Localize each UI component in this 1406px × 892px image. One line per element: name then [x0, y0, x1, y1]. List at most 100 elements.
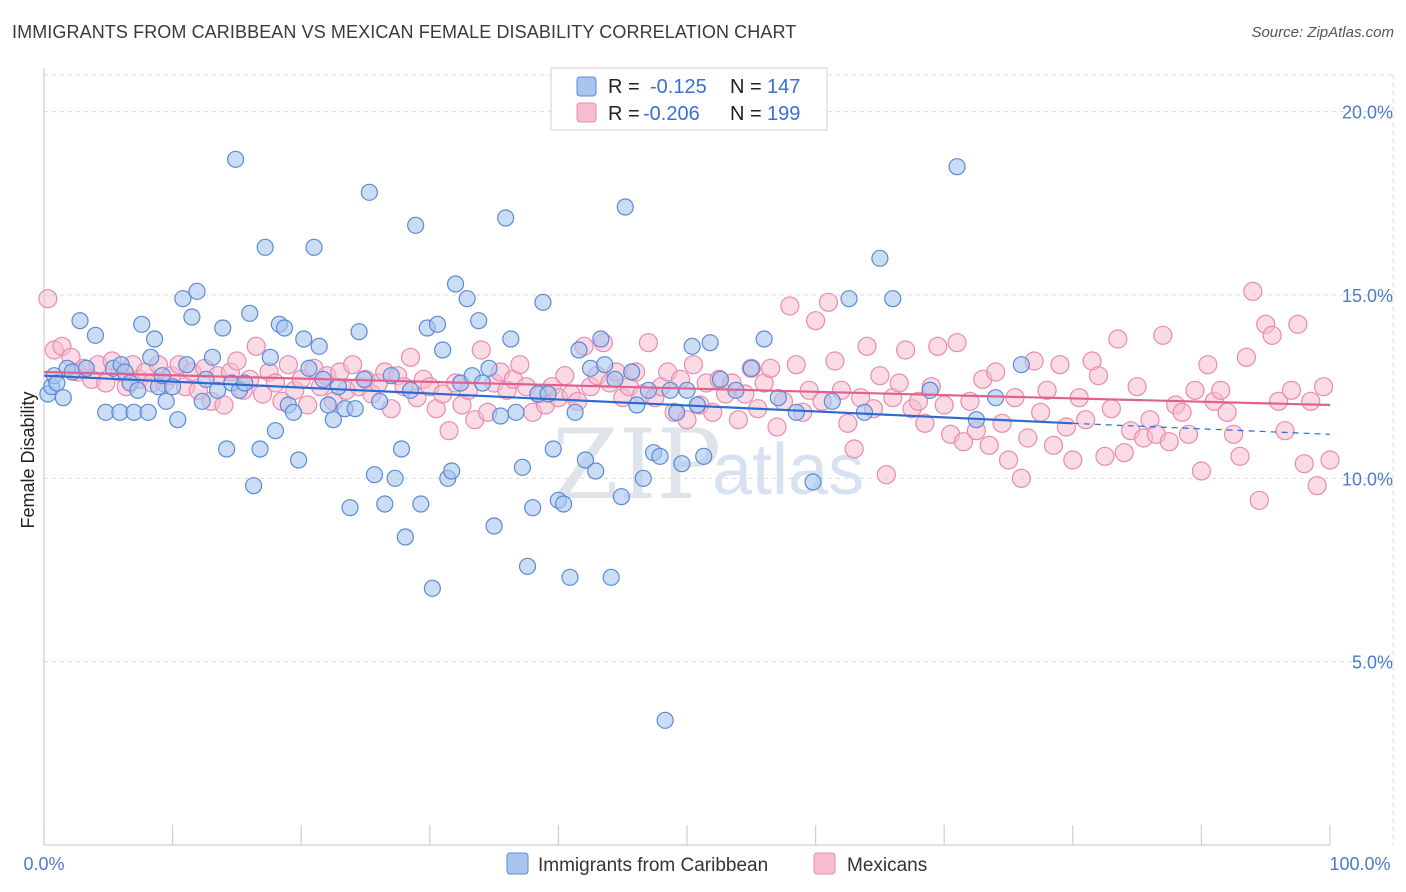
mexicans-point-146	[986, 362, 1006, 382]
mexicans-point-61	[439, 421, 459, 441]
mexicans-point-135	[915, 413, 935, 433]
caribbean-point-81	[443, 462, 461, 480]
caribbean-point-58	[324, 411, 342, 429]
caribbean-point-70	[386, 469, 404, 487]
caribbean-point-93	[507, 403, 525, 421]
series-legend-swatch-mexicans	[813, 852, 836, 875]
caribbean-point-35	[214, 319, 232, 337]
legend-r-label-1: R =	[608, 76, 640, 98]
caribbean-point-109	[592, 330, 610, 348]
mexicans-trend-line	[43, 370, 1331, 407]
caribbean-point-18	[133, 315, 151, 333]
mexicans-point-183	[1223, 424, 1244, 444]
caribbean-point-71	[392, 440, 411, 458]
caribbean-point-118	[639, 381, 658, 399]
caribbean-point-137	[823, 392, 841, 410]
mexicans-point-157	[1056, 417, 1076, 437]
mexicans-point-28	[227, 351, 247, 371]
caribbean-point-52	[295, 330, 313, 348]
caribbean-point-124	[673, 455, 691, 473]
mexicans-point-168	[1127, 377, 1147, 397]
mexicans-point-155	[1043, 435, 1064, 455]
mexicans-point-115	[786, 355, 806, 375]
caribbean-point-29	[183, 308, 201, 326]
caribbean-point-24	[157, 392, 175, 410]
mexicans-point-178	[1191, 461, 1212, 481]
mexicans-point-191	[1275, 421, 1295, 441]
caribbean-point-110	[596, 356, 614, 374]
caribbean-point-125	[678, 381, 696, 399]
mexicans-point-106	[728, 410, 749, 430]
caribbean-point-98	[534, 293, 552, 311]
mexicans-point-111	[760, 358, 781, 378]
chart-title: IMMIGRANTS FROM CARIBBEAN VS MEXICAN FEM…	[12, 22, 797, 42]
caribbean-point-92	[502, 330, 520, 348]
mexicans-point-194	[1294, 454, 1314, 474]
y-axis-title: Female Disability	[18, 391, 38, 528]
caribbean-point-30	[188, 282, 206, 300]
y-tick-label-1: 10.0%	[1342, 469, 1393, 489]
mexicans-point-173	[1159, 432, 1179, 452]
mexicans-point-145	[979, 435, 999, 455]
caribbean-point-7	[71, 312, 89, 330]
mexicans-point-129	[876, 465, 896, 485]
caribbean-point-57	[319, 396, 337, 414]
caribbean-point-79	[434, 341, 452, 359]
series-legend-label-caribbean: Immigrants from Caribbean	[538, 855, 768, 876]
legend-swatch-caribbean	[576, 76, 597, 97]
caribbean-point-50	[284, 403, 303, 421]
mexicans-point-132	[896, 340, 916, 360]
mexicans-point-186	[1243, 281, 1263, 301]
mexicans-point-195	[1301, 391, 1321, 411]
mexicans-point-151	[1018, 428, 1038, 448]
caribbean-point-34	[209, 381, 227, 399]
mexicans-point-198	[1320, 450, 1340, 470]
caribbean-point-111	[602, 568, 620, 586]
mexicans-point-154	[1037, 380, 1057, 400]
caribbean-point-123	[668, 403, 686, 421]
x-tick-label-1: 100.0%	[1329, 854, 1390, 874]
series-legend-label-mexicans: Mexicans	[847, 855, 927, 876]
mexicans-point-46	[343, 355, 363, 375]
mexicans-point-179	[1198, 355, 1218, 375]
y-tick-label-2: 15.0%	[1342, 286, 1393, 306]
series-legend-swatch-caribbean	[506, 852, 529, 875]
caribbean-point-44	[256, 238, 274, 256]
series-caribbean-points	[39, 150, 1030, 729]
caribbean-point-75	[412, 495, 430, 513]
caribbean-point-106	[576, 451, 595, 469]
caribbean-point-140	[871, 249, 889, 267]
y-tick-label-0: 5.0%	[1352, 653, 1393, 673]
mexicans-point-138	[934, 395, 954, 415]
mexicans-point-31	[246, 336, 266, 356]
caribbean-point-66	[365, 466, 384, 484]
mexicans-point-120	[818, 292, 839, 312]
caribbean-point-138	[840, 290, 858, 308]
caribbean-point-132	[742, 359, 760, 377]
caribbean-point-43	[251, 440, 269, 458]
caribbean-point-116	[628, 396, 646, 414]
mexicans-point-126	[857, 336, 877, 356]
caribbean-point-103	[561, 568, 579, 586]
mexicans-point-165	[1108, 329, 1128, 349]
mexicans-point-0	[38, 289, 58, 309]
caribbean-point-54	[305, 238, 323, 256]
caribbean-point-20	[142, 348, 160, 366]
mexicans-point-182	[1217, 402, 1237, 422]
caribbean-point-134	[769, 389, 787, 407]
mexicans-point-131	[889, 373, 909, 393]
legend-n-value-1: 147	[767, 76, 800, 98]
mexicans-point-128	[870, 366, 890, 386]
caribbean-point-63	[350, 323, 368, 341]
caribbean-point-59	[329, 378, 348, 396]
caribbean-point-19	[139, 403, 157, 421]
mexicans-point-99	[683, 355, 704, 375]
caribbean-point-145	[987, 389, 1005, 407]
caribbean-point-55	[310, 337, 328, 355]
caribbean-point-67	[371, 392, 389, 410]
mexicans-point-66	[471, 340, 491, 360]
caribbean-point-136	[804, 473, 822, 491]
caribbean-point-78	[428, 315, 447, 333]
mexicans-point-189	[1262, 325, 1282, 345]
mexicans-point-140	[947, 333, 967, 353]
